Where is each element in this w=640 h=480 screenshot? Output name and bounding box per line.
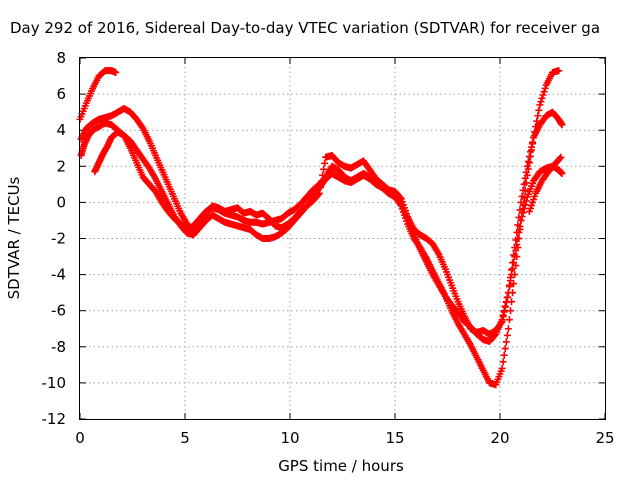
data-point: [507, 277, 514, 285]
data-point: [509, 265, 517, 273]
data-point: [523, 171, 531, 179]
data-point: [536, 101, 544, 109]
data-point: [514, 235, 522, 242]
data-point: [525, 159, 533, 167]
data-point: [507, 307, 514, 315]
y-tick-label: -12: [42, 410, 67, 428]
data-markers: [76, 67, 566, 389]
y-tick-label: -6: [51, 302, 66, 320]
series-5: [525, 153, 565, 215]
y-tick-label: -8: [51, 338, 66, 356]
x-tick-label: 5: [180, 429, 190, 447]
data-point: [533, 117, 541, 125]
data-point: [521, 186, 529, 194]
data-point: [501, 345, 509, 353]
data-point: [510, 251, 518, 259]
data-point: [513, 241, 521, 249]
x-tick-label: 25: [595, 429, 614, 447]
y-tick-label: -2: [51, 230, 66, 248]
data-point: [526, 152, 534, 160]
y-tick-label: 0: [56, 193, 66, 211]
x-tick-label: 10: [280, 429, 299, 447]
data-point: [540, 88, 548, 96]
chart-title: Day 292 of 2016, Sidereal Day-to-day VTE…: [10, 19, 600, 37]
data-point: [502, 298, 510, 306]
data-point: [504, 325, 512, 333]
data-point: [529, 140, 537, 148]
y-axis-label: SDTVAR / TECUs: [5, 176, 23, 299]
data-point: [534, 112, 542, 120]
data-point: [515, 228, 523, 236]
data-point: [499, 311, 507, 319]
data-point: [500, 351, 508, 359]
series-4: [91, 128, 566, 345]
data-point: [498, 316, 506, 324]
data-point: [396, 197, 404, 205]
data-point: [504, 289, 512, 297]
y-tick-label: 4: [56, 121, 66, 139]
data-point: [524, 165, 532, 173]
y-tick-label: -10: [42, 374, 67, 392]
data-point: [503, 331, 511, 339]
data-point: [491, 331, 499, 339]
data-point: [520, 205, 528, 213]
data-point: [537, 98, 545, 106]
data-point: [522, 197, 530, 205]
data-point: [500, 307, 508, 315]
data-point: [558, 121, 566, 129]
data-point: [498, 364, 506, 372]
data-point: [502, 338, 510, 346]
data-point: [528, 146, 535, 154]
grid-lines: [80, 58, 605, 419]
plot-frame: [79, 57, 606, 420]
data-point: [510, 259, 518, 267]
data-point: [499, 358, 507, 366]
axis-ticks: 0 5 10 15 20 25 -12 -10 -8 -6 -4 -2 0 2 4 6 8: [42, 49, 615, 447]
data-point: [521, 201, 529, 209]
data-point: [112, 68, 120, 76]
data-point: [518, 213, 526, 221]
data-point: [505, 316, 513, 324]
data-point: [524, 157, 532, 165]
x-tick-label: 15: [385, 429, 404, 447]
data-point: [511, 253, 519, 261]
data-point: [501, 302, 509, 310]
y-tick-label: 8: [56, 49, 66, 67]
series-2: [77, 105, 566, 338]
x-tick-label: 0: [75, 429, 85, 447]
data-point: [557, 153, 565, 161]
data-point: [541, 84, 549, 92]
data-point: [321, 159, 329, 167]
y-tick-label: 2: [56, 157, 66, 175]
data-point: [516, 222, 524, 230]
data-point: [519, 209, 527, 217]
data-point: [555, 67, 563, 75]
x-tick-label: 20: [490, 429, 509, 447]
data-point: [530, 133, 538, 141]
data-point: [558, 170, 566, 178]
data-point: [538, 94, 546, 102]
data-point: [556, 154, 564, 162]
x-axis-label: GPS time / hours: [278, 457, 404, 475]
data-point: [539, 91, 547, 99]
data-point: [320, 165, 328, 173]
y-tick-label: -4: [51, 266, 66, 284]
data-point: [522, 179, 530, 187]
data-point: [517, 216, 525, 224]
y-tick-label: 6: [56, 85, 66, 103]
data-point: [531, 128, 539, 136]
series-1: [76, 67, 120, 123]
data-point: [138, 123, 146, 131]
data-point: [535, 106, 543, 114]
data-point: [532, 123, 540, 131]
data-point: [503, 293, 511, 301]
data-point: [505, 283, 513, 291]
data-point: [508, 271, 516, 279]
data-point: [512, 247, 520, 255]
